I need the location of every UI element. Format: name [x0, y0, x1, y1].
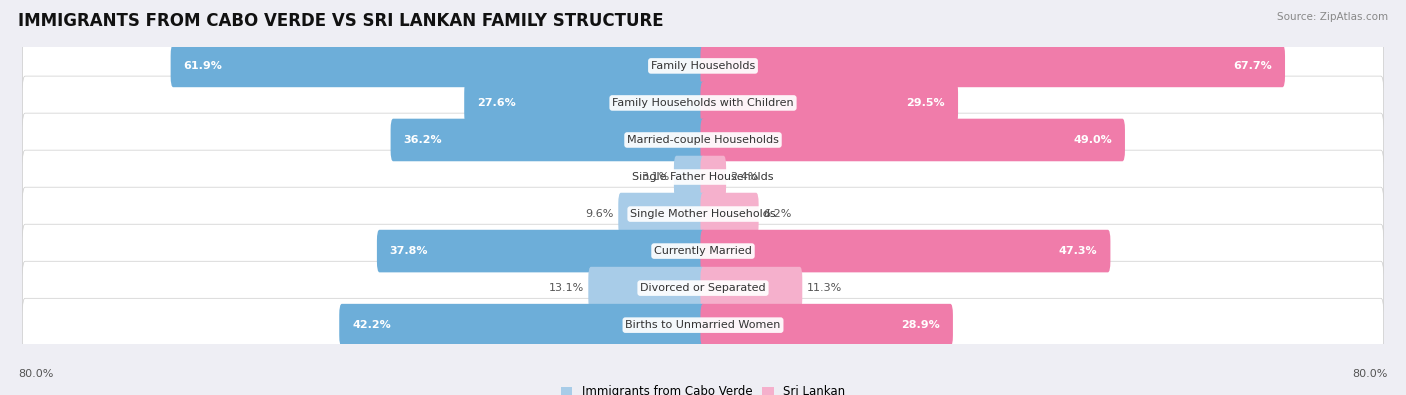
FancyBboxPatch shape: [22, 39, 1384, 93]
FancyBboxPatch shape: [22, 149, 1384, 203]
FancyBboxPatch shape: [22, 261, 1384, 315]
FancyBboxPatch shape: [700, 118, 1125, 161]
FancyBboxPatch shape: [22, 187, 1384, 241]
Text: 49.0%: 49.0%: [1073, 135, 1112, 145]
FancyBboxPatch shape: [673, 156, 706, 198]
Text: 67.7%: 67.7%: [1233, 61, 1272, 71]
Text: Births to Unmarried Women: Births to Unmarried Women: [626, 320, 780, 330]
FancyBboxPatch shape: [22, 297, 1384, 351]
Text: 80.0%: 80.0%: [18, 369, 53, 379]
FancyBboxPatch shape: [700, 267, 803, 309]
FancyBboxPatch shape: [22, 76, 1384, 130]
Text: Single Father Households: Single Father Households: [633, 172, 773, 182]
Text: 3.1%: 3.1%: [641, 172, 669, 182]
Text: Family Households with Children: Family Households with Children: [612, 98, 794, 108]
FancyBboxPatch shape: [700, 156, 725, 198]
Text: Divorced or Separated: Divorced or Separated: [640, 283, 766, 293]
Text: IMMIGRANTS FROM CABO VERDE VS SRI LANKAN FAMILY STRUCTURE: IMMIGRANTS FROM CABO VERDE VS SRI LANKAN…: [18, 12, 664, 30]
Text: 11.3%: 11.3%: [807, 283, 842, 293]
Text: Married-couple Households: Married-couple Households: [627, 135, 779, 145]
Legend: Immigrants from Cabo Verde, Sri Lankan: Immigrants from Cabo Verde, Sri Lankan: [555, 380, 851, 395]
FancyBboxPatch shape: [339, 304, 706, 346]
Text: Source: ZipAtlas.com: Source: ZipAtlas.com: [1277, 12, 1388, 22]
FancyBboxPatch shape: [619, 193, 706, 235]
Text: 36.2%: 36.2%: [404, 135, 441, 145]
FancyBboxPatch shape: [700, 82, 957, 124]
Text: 6.2%: 6.2%: [763, 209, 792, 219]
Text: 80.0%: 80.0%: [1353, 369, 1388, 379]
FancyBboxPatch shape: [22, 38, 1384, 92]
Text: 9.6%: 9.6%: [586, 209, 614, 219]
FancyBboxPatch shape: [22, 224, 1384, 278]
Text: 61.9%: 61.9%: [183, 61, 222, 71]
FancyBboxPatch shape: [391, 118, 706, 161]
FancyBboxPatch shape: [700, 230, 1111, 273]
FancyBboxPatch shape: [464, 82, 706, 124]
Text: 42.2%: 42.2%: [352, 320, 391, 330]
FancyBboxPatch shape: [700, 304, 953, 346]
Text: 2.4%: 2.4%: [730, 172, 759, 182]
FancyBboxPatch shape: [22, 113, 1384, 167]
Text: 13.1%: 13.1%: [548, 283, 583, 293]
Text: 28.9%: 28.9%: [901, 320, 941, 330]
Text: Single Mother Households: Single Mother Households: [630, 209, 776, 219]
Text: 27.6%: 27.6%: [477, 98, 516, 108]
FancyBboxPatch shape: [588, 267, 706, 309]
FancyBboxPatch shape: [22, 150, 1384, 204]
Text: 47.3%: 47.3%: [1059, 246, 1098, 256]
FancyBboxPatch shape: [700, 193, 759, 235]
Text: 29.5%: 29.5%: [907, 98, 945, 108]
FancyBboxPatch shape: [22, 186, 1384, 240]
FancyBboxPatch shape: [22, 113, 1384, 166]
FancyBboxPatch shape: [22, 75, 1384, 129]
FancyBboxPatch shape: [22, 224, 1384, 277]
FancyBboxPatch shape: [22, 298, 1384, 352]
FancyBboxPatch shape: [22, 261, 1384, 314]
Text: Currently Married: Currently Married: [654, 246, 752, 256]
FancyBboxPatch shape: [170, 45, 706, 87]
Text: Family Households: Family Households: [651, 61, 755, 71]
Text: 37.8%: 37.8%: [389, 246, 429, 256]
FancyBboxPatch shape: [700, 45, 1285, 87]
FancyBboxPatch shape: [377, 230, 706, 273]
